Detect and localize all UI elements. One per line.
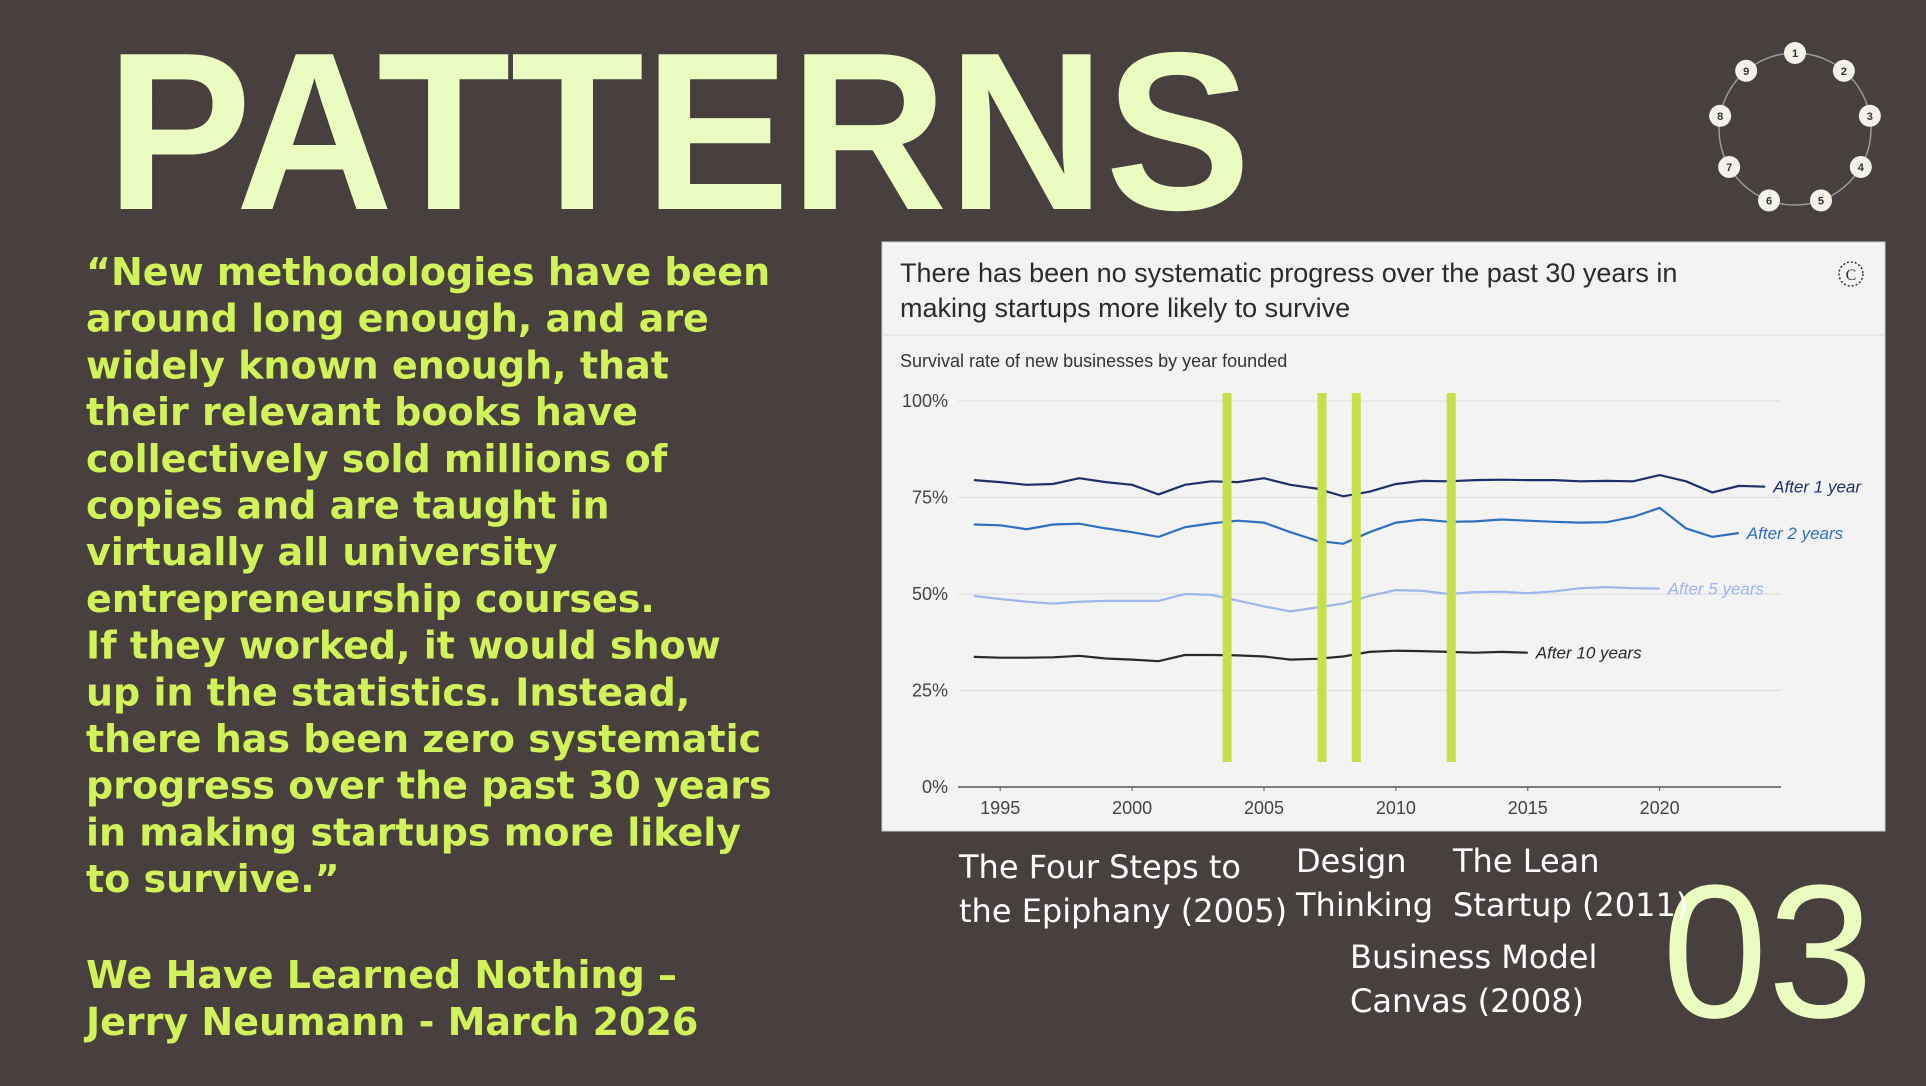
highlight-bar bbox=[1222, 393, 1232, 762]
annotation: Canvas (2008) bbox=[1350, 982, 1584, 1020]
nav-dot bbox=[1718, 156, 1741, 178]
slide-title: PATTERNS bbox=[106, 5, 1251, 257]
quote-source: Jerry Neumann - March 2026 bbox=[83, 1000, 698, 1044]
annotation: The Lean bbox=[1452, 842, 1600, 880]
quote-line: in making startups more likely bbox=[86, 810, 741, 854]
annotation: the Epiphany (2005) bbox=[959, 892, 1287, 930]
x-tick-label: 2010 bbox=[1376, 798, 1416, 818]
series-line bbox=[973, 585, 1660, 613]
nav-number: 1 bbox=[1792, 48, 1798, 60]
chart-title: making startups more likely to survive bbox=[900, 293, 1350, 323]
highlight-bar bbox=[1351, 393, 1361, 762]
nav-number: 4 bbox=[1858, 162, 1865, 174]
nav-number: 7 bbox=[1726, 162, 1732, 174]
quote-line: their relevant books have bbox=[86, 390, 638, 434]
quote-line: up in the statistics. Instead, bbox=[86, 670, 690, 714]
nav-dot bbox=[1832, 59, 1855, 82]
highlight-bar bbox=[1317, 393, 1327, 762]
chart-title: There has been no systematic progress ov… bbox=[900, 258, 1677, 288]
y-tick-label: 25% bbox=[912, 681, 948, 701]
y-tick-label: 0% bbox=[922, 777, 948, 797]
quote-source: We Have Learned Nothing – bbox=[86, 953, 677, 997]
y-tick-label: 100% bbox=[902, 391, 948, 411]
card-logo bbox=[1838, 261, 1864, 287]
x-tick-label: 2000 bbox=[1112, 798, 1152, 818]
nav-dot bbox=[1849, 156, 1872, 178]
x-tick-label: 2005 bbox=[1244, 798, 1284, 818]
series-label: After 1 year bbox=[1772, 478, 1862, 497]
quote-line: “New methodologies have been bbox=[86, 250, 770, 294]
highlight-bar bbox=[1446, 393, 1456, 762]
series-label: After 10 years bbox=[1535, 644, 1642, 663]
series-label: After 5 years bbox=[1667, 580, 1765, 599]
annotation: Startup (2011) bbox=[1453, 886, 1688, 924]
nav-dot bbox=[1809, 189, 1832, 212]
nav-number: 2 bbox=[1841, 66, 1847, 78]
annotation: Business Model bbox=[1350, 938, 1597, 976]
chart-subtitle: Survival rate of new businesses by year … bbox=[900, 351, 1287, 371]
series-label: After 2 years bbox=[1746, 524, 1844, 543]
series-line bbox=[973, 473, 1766, 498]
nav-dot bbox=[1709, 104, 1732, 127]
nav-number: 3 bbox=[1867, 111, 1873, 123]
quote-line: copies and are taught in bbox=[86, 484, 610, 528]
chart-card bbox=[881, 241, 1886, 832]
quote-line: there has been zero systematic bbox=[86, 717, 761, 761]
nav-number: 9 bbox=[1743, 66, 1749, 78]
x-tick-label: 2020 bbox=[1640, 798, 1680, 818]
nav-number: 6 bbox=[1766, 195, 1772, 207]
annotation: The Four Steps to bbox=[958, 848, 1241, 886]
nav-number: 5 bbox=[1818, 195, 1824, 207]
quote-line: If they worked, it would show bbox=[86, 624, 721, 668]
nav-number: 8 bbox=[1717, 111, 1723, 123]
quote-line: widely known enough, that bbox=[86, 343, 669, 387]
quote-line: collectively sold millions of bbox=[86, 437, 668, 481]
series-line bbox=[973, 649, 1528, 663]
quote-line: progress over the past 30 years bbox=[86, 764, 772, 808]
y-tick-label: 50% bbox=[912, 584, 948, 604]
page-number: 03 bbox=[1662, 846, 1873, 1058]
nav-dot bbox=[1858, 104, 1881, 127]
x-tick-label: 1995 bbox=[980, 798, 1020, 818]
quote-line: around long enough, and are bbox=[86, 297, 709, 341]
annotation: Thinking bbox=[1295, 886, 1433, 924]
y-tick-label: 75% bbox=[912, 488, 948, 508]
nav-dot bbox=[1758, 189, 1781, 212]
card-logo-mark: C bbox=[1846, 267, 1857, 284]
nav-dot bbox=[1784, 42, 1806, 64]
x-tick-label: 2015 bbox=[1508, 798, 1548, 818]
quote-line: entrepreneurship courses. bbox=[86, 577, 655, 621]
nav-dot bbox=[1735, 59, 1758, 82]
quote-line: virtually all university bbox=[86, 530, 558, 574]
annotation: Design bbox=[1296, 842, 1406, 880]
quote-line: to survive.” bbox=[86, 857, 340, 901]
